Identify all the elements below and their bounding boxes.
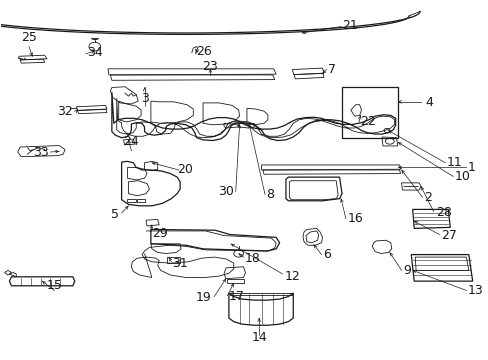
Text: 26: 26 xyxy=(195,45,211,58)
Text: 9: 9 xyxy=(403,264,410,277)
Text: 28: 28 xyxy=(435,206,450,219)
Text: 16: 16 xyxy=(347,212,363,225)
Text: 18: 18 xyxy=(244,252,260,265)
Text: 22: 22 xyxy=(360,116,376,129)
Text: 2: 2 xyxy=(423,191,431,204)
Text: 10: 10 xyxy=(453,170,469,183)
Text: 15: 15 xyxy=(46,279,62,292)
Text: 30: 30 xyxy=(218,185,233,198)
Text: 17: 17 xyxy=(228,290,244,303)
Text: 23: 23 xyxy=(202,60,218,73)
Text: 8: 8 xyxy=(266,188,274,201)
Text: 31: 31 xyxy=(172,257,188,270)
Text: 14: 14 xyxy=(251,330,266,343)
Text: 24: 24 xyxy=(123,135,139,148)
Text: 11: 11 xyxy=(446,156,462,169)
Text: 5: 5 xyxy=(110,208,119,221)
Text: 25: 25 xyxy=(21,31,37,44)
Text: 20: 20 xyxy=(177,163,193,176)
Text: 6: 6 xyxy=(323,248,331,261)
Text: 21: 21 xyxy=(341,19,357,32)
Text: 19: 19 xyxy=(195,291,211,304)
Bar xyxy=(341,87,397,138)
Text: 4: 4 xyxy=(424,96,432,109)
Text: 32: 32 xyxy=(57,105,73,118)
Text: 13: 13 xyxy=(467,284,483,297)
Text: 7: 7 xyxy=(328,63,336,76)
Text: 33: 33 xyxy=(33,145,48,158)
Text: 12: 12 xyxy=(284,270,300,283)
Text: 1: 1 xyxy=(467,161,475,174)
Text: 34: 34 xyxy=(87,46,103,59)
Text: 29: 29 xyxy=(152,226,167,239)
Text: 27: 27 xyxy=(441,229,456,242)
Text: 3: 3 xyxy=(141,92,148,105)
